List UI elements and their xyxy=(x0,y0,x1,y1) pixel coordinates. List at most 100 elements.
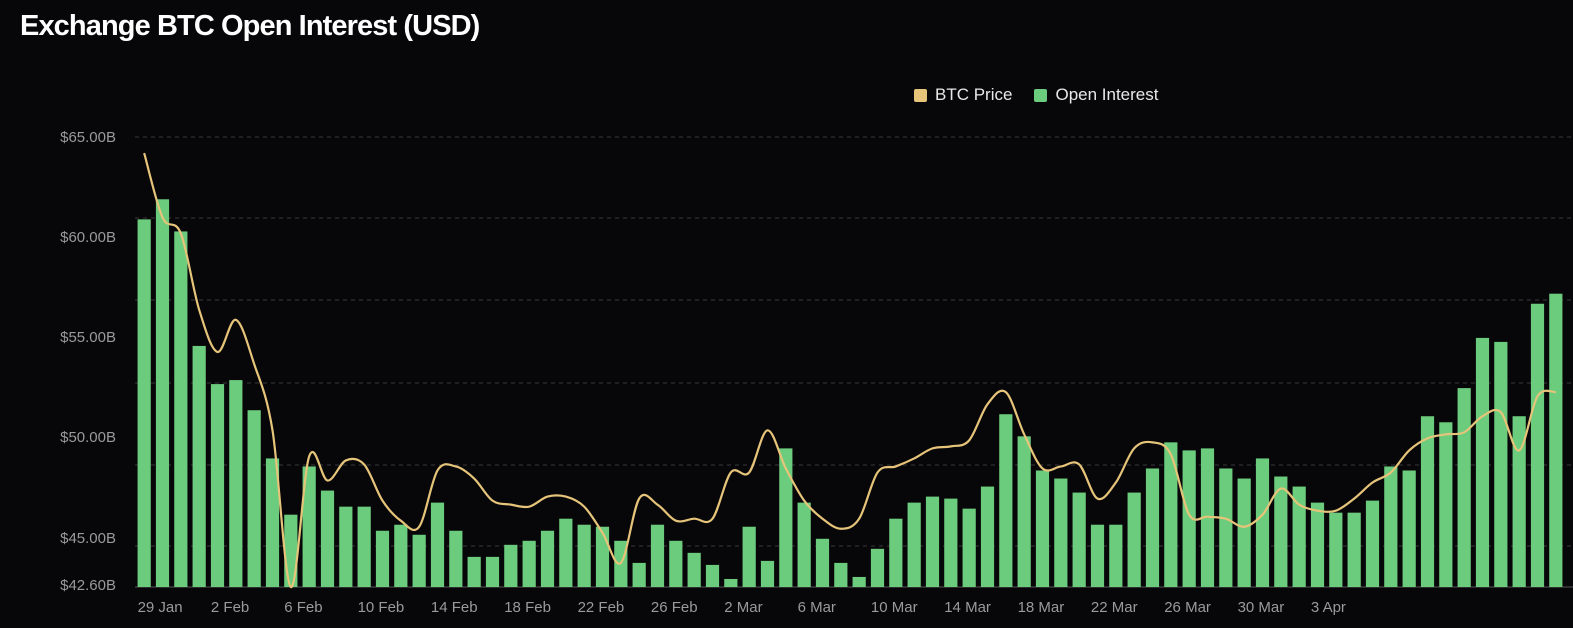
y-tick-label: $65.00B xyxy=(60,129,116,146)
open-interest-bar[interactable] xyxy=(210,384,225,587)
open-interest-bar[interactable] xyxy=(265,458,280,587)
open-interest-bar[interactable] xyxy=(852,576,866,587)
open-interest-bar[interactable] xyxy=(1182,450,1196,587)
open-interest-bar[interactable] xyxy=(705,564,720,587)
open-interest-bar[interactable] xyxy=(925,496,940,587)
open-interest-bar[interactable] xyxy=(944,498,958,587)
x-tick-label: 2 Feb xyxy=(211,599,249,616)
open-interest-bar[interactable] xyxy=(559,518,573,587)
open-interest-bar[interactable] xyxy=(1090,524,1105,587)
open-interest-bar[interactable] xyxy=(540,530,555,587)
legend-item-btc-price[interactable]: BTC Price xyxy=(914,85,1012,105)
x-tick-label: 30 Mar xyxy=(1238,599,1285,616)
open-interest-bar[interactable] xyxy=(1530,303,1545,587)
y-tick-label: $42.60B xyxy=(60,577,116,594)
open-interest-bar[interactable] xyxy=(485,556,500,587)
open-interest-bar[interactable] xyxy=(1072,492,1086,587)
x-tick-label: 22 Feb xyxy=(578,599,625,616)
open-interest-bar[interactable] xyxy=(1274,476,1288,587)
open-interest-bar[interactable] xyxy=(1329,512,1343,587)
open-interest-bar[interactable] xyxy=(889,518,903,587)
open-interest-bar[interactable] xyxy=(1255,458,1270,587)
x-tick-label: 3 Apr xyxy=(1311,599,1346,616)
open-interest-bar[interactable] xyxy=(1494,341,1508,587)
open-interest-bar[interactable] xyxy=(430,502,445,587)
open-interest-bar[interactable] xyxy=(339,506,353,587)
open-interest-bar[interactable] xyxy=(229,380,243,587)
open-interest-bar[interactable] xyxy=(302,466,316,587)
open-interest-bar[interactable] xyxy=(650,524,665,587)
open-interest-bar[interactable] xyxy=(724,578,738,587)
open-interest-bar[interactable] xyxy=(742,526,756,587)
legend-label-btc-price: BTC Price xyxy=(935,85,1013,104)
open-interest-bar[interactable] xyxy=(1457,388,1471,587)
open-interest-bar[interactable] xyxy=(1512,416,1526,587)
open-interest-bar[interactable] xyxy=(1402,470,1416,587)
y-tick-label: $60.00B xyxy=(60,229,116,246)
open-interest-bar[interactable] xyxy=(870,548,885,587)
open-interest-bar[interactable] xyxy=(1127,492,1141,587)
open-interest-bar[interactable] xyxy=(962,508,976,587)
open-interest-bar[interactable] xyxy=(1164,442,1178,587)
open-interest-bar[interactable] xyxy=(779,448,793,587)
open-interest-bar[interactable] xyxy=(1035,470,1050,587)
legend-label-open-interest: Open Interest xyxy=(1055,85,1159,104)
y-tick-label: $45.00B xyxy=(60,530,116,547)
btc-price-line[interactable] xyxy=(143,152,1557,589)
open-interest-bar[interactable] xyxy=(1292,486,1306,587)
open-interest-bar[interactable] xyxy=(669,540,683,587)
open-interest-bar[interactable] xyxy=(375,530,390,587)
open-interest-bar[interactable] xyxy=(1054,478,1068,587)
open-interest-bar[interactable] xyxy=(247,410,261,587)
open-interest-bar[interactable] xyxy=(1017,436,1031,587)
open-interest-bar[interactable] xyxy=(1365,500,1380,587)
open-interest-bar[interactable] xyxy=(394,524,408,587)
open-interest-bar[interactable] xyxy=(1347,512,1361,587)
legend-swatch-btc-price xyxy=(914,88,927,102)
x-tick-label: 14 Mar xyxy=(944,599,991,616)
open-interest-bar[interactable] xyxy=(687,552,701,587)
open-interest-bar[interactable] xyxy=(1109,524,1123,587)
open-interest-bar[interactable] xyxy=(467,556,481,587)
open-interest-bar[interactable] xyxy=(1439,422,1453,587)
open-interest-bar[interactable] xyxy=(357,506,371,587)
x-axis: 29 Jan 2 Feb 6 Feb 10 Feb 14 Feb 18 Feb 22 Feb… xyxy=(138,599,1346,616)
x-tick-label: 6 Feb xyxy=(284,599,322,616)
open-interest-bar[interactable] xyxy=(834,562,848,587)
open-interest-bar[interactable] xyxy=(815,538,830,587)
open-interest-bar[interactable] xyxy=(797,502,811,587)
open-interest-bar[interactable] xyxy=(320,490,335,587)
open-interest-bar[interactable] xyxy=(1219,468,1233,587)
open-interest-bar[interactable] xyxy=(192,345,206,587)
open-interest-bar[interactable] xyxy=(595,526,610,587)
open-interest-bar[interactable] xyxy=(907,502,921,587)
open-interest-bar[interactable] xyxy=(1420,416,1435,587)
open-interest-bars xyxy=(137,199,1563,587)
open-interest-bar[interactable] xyxy=(504,544,518,587)
x-tick-label: 10 Feb xyxy=(358,599,405,616)
open-interest-bar[interactable] xyxy=(449,530,463,587)
open-interest-bar[interactable] xyxy=(980,486,995,587)
open-interest-bar[interactable] xyxy=(1310,502,1325,587)
x-tick-label: 2 Mar xyxy=(724,599,762,616)
legend-swatch-open-interest xyxy=(1034,88,1048,102)
open-interest-bar[interactable] xyxy=(760,560,775,587)
open-interest-bar[interactable] xyxy=(155,199,170,587)
open-interest-bar[interactable] xyxy=(1237,478,1251,587)
open-interest-bar[interactable] xyxy=(137,219,151,587)
btc-price-line-group xyxy=(143,152,1557,589)
legend-item-open-interest[interactable]: Open Interest xyxy=(1034,85,1158,105)
open-interest-bar[interactable] xyxy=(1384,466,1398,587)
open-interest-bar[interactable] xyxy=(522,540,536,587)
open-interest-bar[interactable] xyxy=(1549,293,1563,587)
open-interest-bar[interactable] xyxy=(412,534,426,587)
open-interest-bar[interactable] xyxy=(174,231,188,587)
x-tick-label: 18 Feb xyxy=(504,599,551,616)
open-interest-bar[interactable] xyxy=(577,524,591,587)
chart-legend: BTC Price Open Interest xyxy=(914,85,1158,105)
open-interest-bar[interactable] xyxy=(1145,468,1160,587)
open-interest-bar[interactable] xyxy=(999,414,1013,587)
open-interest-bar[interactable] xyxy=(632,562,646,587)
open-interest-bar[interactable] xyxy=(1475,337,1490,587)
